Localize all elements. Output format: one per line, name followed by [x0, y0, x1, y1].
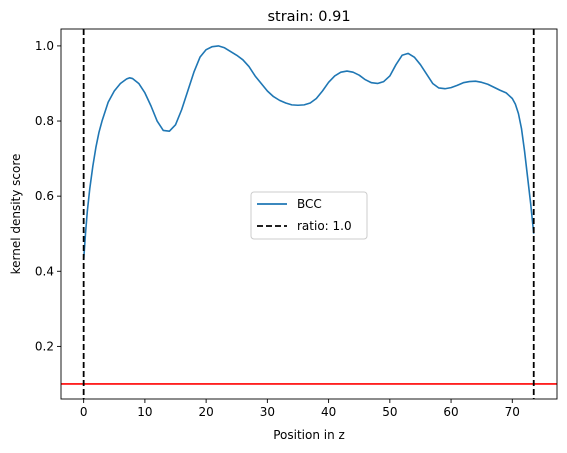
y-tick-label: 0.4	[35, 264, 54, 278]
chart-title: strain: 0.91	[267, 9, 350, 25]
x-tick-label: 40	[321, 405, 336, 419]
x-tick-label: 60	[443, 405, 458, 419]
y-tick-label: 0.6	[35, 189, 54, 203]
plot-frame	[60, 28, 558, 400]
legend: BCC ratio: 1.0	[250, 191, 368, 240]
plot-area	[61, 29, 557, 399]
series-line-bcc	[82, 45, 535, 261]
y-tick-label: 0.2	[35, 339, 54, 353]
x-axis: 0 10 20 30 40 50 60 70	[80, 399, 520, 419]
legend-label-bcc: BCC	[297, 197, 322, 211]
x-tick-label: 0	[80, 405, 88, 419]
legend-label-ratio: ratio: 1.0	[297, 219, 352, 233]
x-tick-label: 70	[505, 405, 520, 419]
y-axis: 0.2 0.4 0.6 0.8 1.0	[35, 39, 61, 353]
y-axis-title: kernel density score	[9, 154, 23, 275]
y-tick-label: 1.0	[35, 39, 54, 53]
y-tick-label: 0.8	[35, 114, 54, 128]
x-axis-title: Position in z	[273, 428, 345, 442]
x-tick-label: 50	[382, 405, 397, 419]
x-tick-label: 20	[198, 405, 213, 419]
x-tick-label: 30	[260, 405, 275, 419]
x-tick-label: 10	[137, 405, 152, 419]
